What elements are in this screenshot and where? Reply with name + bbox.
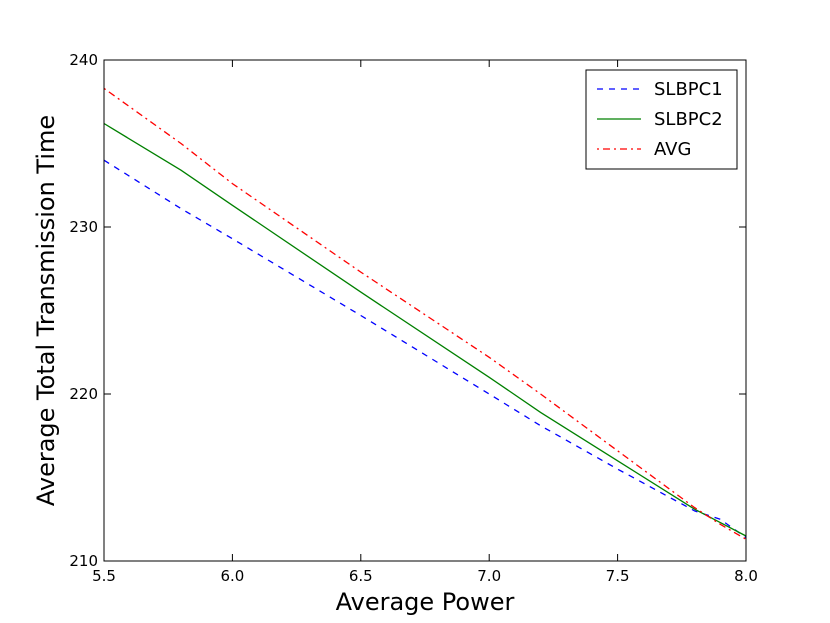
y-tick-label: 230: [69, 218, 98, 236]
legend-label-avg: AVG: [654, 139, 691, 160]
legend-label-slbpc1: SLBPC1: [654, 79, 723, 100]
plot-frame: [103, 59, 747, 562]
x-tick-label: 7.0: [477, 567, 501, 585]
y-tick-label: 210: [69, 552, 98, 570]
y-axis-label: Average Total Transmission Time: [32, 115, 60, 506]
x-tick-label: 6.5: [349, 567, 373, 585]
legend-label-slbpc2: SLBPC2: [654, 109, 723, 130]
y-tick-label: 240: [69, 51, 98, 69]
x-axis-label: Average Power: [336, 588, 515, 616]
x-tick-label: 5.5: [92, 567, 116, 585]
series-line-slbpc2: [103, 122, 747, 537]
legend: SLBPC1 SLBPC2 AVG: [585, 69, 738, 170]
x-tick-label: 8.0: [734, 567, 758, 585]
axis-ticks: 5.5 6.0 6.5 7.0 7.5 8.0 210 220 230 240: [69, 51, 758, 585]
y-tick-label: 220: [69, 385, 98, 403]
legend-box: [585, 69, 738, 170]
series-line-avg: [103, 87, 747, 540]
x-tick-label: 7.5: [606, 567, 630, 585]
x-tick-label: 6.0: [220, 567, 244, 585]
series-lines: [103, 87, 747, 540]
series-line-slbpc1: [103, 159, 747, 539]
